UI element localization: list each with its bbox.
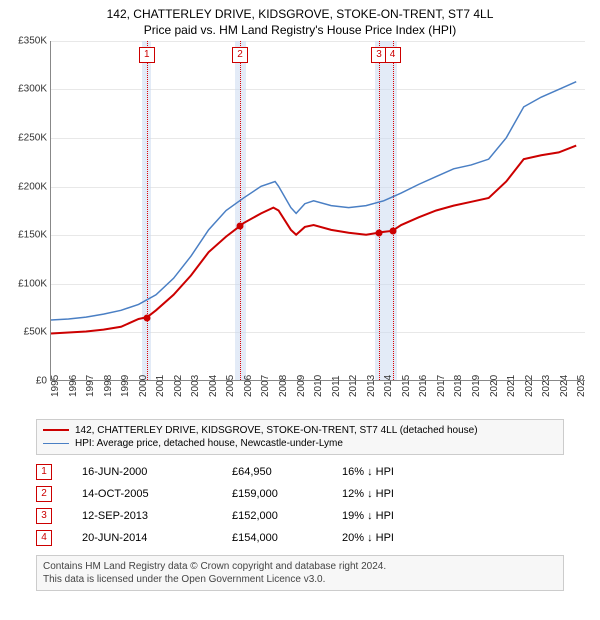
- sale-dot: [143, 314, 150, 321]
- series-hpi: [51, 81, 576, 319]
- legend-swatch: [43, 429, 69, 431]
- sales-price: £154,000: [232, 532, 342, 544]
- chart-container: { "title_line1": "142, CHATTERLEY DRIVE,…: [0, 0, 600, 620]
- footer-line2: This data is licensed under the Open Gov…: [43, 573, 557, 586]
- sales-marker-box: 1: [36, 464, 52, 480]
- sales-marker-box: 2: [36, 486, 52, 502]
- legend: 142, CHATTERLEY DRIVE, KIDSGROVE, STOKE-…: [36, 419, 564, 455]
- footer-line1: Contains HM Land Registry data © Crown c…: [43, 560, 557, 573]
- sales-date: 20-JUN-2014: [82, 532, 232, 544]
- marker-box: 4: [385, 47, 401, 63]
- marker-box: 1: [139, 47, 155, 63]
- sales-row: 3 12-SEP-2013£152,00019% ↓ HPI: [36, 505, 564, 527]
- sales-table: 1 16-JUN-2000£64,95016% ↓ HPI 2 14-OCT-2005…: [36, 461, 564, 549]
- plot-region: 1234 £0£50K£100K£150K£200K£250K£300K£350…: [50, 41, 585, 381]
- ytick-label: £100K: [3, 278, 47, 289]
- series-svg: [51, 41, 585, 380]
- ytick-label: £250K: [3, 132, 47, 143]
- ytick-label: £200K: [3, 181, 47, 192]
- legend-label: 142, CHATTERLEY DRIVE, KIDSGROVE, STOKE-…: [75, 425, 478, 436]
- footer-attribution: Contains HM Land Registry data © Crown c…: [36, 555, 564, 591]
- sales-diff: 19% ↓ HPI: [342, 510, 564, 522]
- sale-dot: [389, 228, 396, 235]
- marker-box: 2: [232, 47, 248, 63]
- sale-dot: [376, 230, 383, 237]
- sales-marker-box: 4: [36, 530, 52, 546]
- sales-row: 2 14-OCT-2005£159,00012% ↓ HPI: [36, 483, 564, 505]
- legend-label: HPI: Average price, detached house, Newc…: [75, 438, 343, 449]
- ytick-label: £350K: [3, 35, 47, 46]
- sales-price: £152,000: [232, 510, 342, 522]
- ytick-label: £50K: [3, 327, 47, 338]
- sales-price: £64,950: [232, 466, 342, 478]
- ytick-label: £0: [3, 375, 47, 386]
- sales-date: 14-OCT-2005: [82, 488, 232, 500]
- chart-area: 1234 £0£50K£100K£150K£200K£250K£300K£350…: [50, 41, 585, 411]
- sales-diff: 12% ↓ HPI: [342, 488, 564, 500]
- chart-title-line1: 142, CHATTERLEY DRIVE, KIDSGROVE, STOKE-…: [0, 0, 600, 23]
- sales-row: 1 16-JUN-2000£64,95016% ↓ HPI: [36, 461, 564, 483]
- sales-date: 12-SEP-2013: [82, 510, 232, 522]
- sales-price: £159,000: [232, 488, 342, 500]
- legend-row: 142, CHATTERLEY DRIVE, KIDSGROVE, STOKE-…: [43, 424, 557, 437]
- ytick-label: £150K: [3, 230, 47, 241]
- sales-marker-box: 3: [36, 508, 52, 524]
- sales-date: 16-JUN-2000: [82, 466, 232, 478]
- chart-title-line2: Price paid vs. HM Land Registry's House …: [0, 23, 600, 41]
- legend-row: HPI: Average price, detached house, Newc…: [43, 437, 557, 450]
- ytick-label: £300K: [3, 84, 47, 95]
- sales-diff: 20% ↓ HPI: [342, 532, 564, 544]
- sales-row: 4 20-JUN-2014£154,00020% ↓ HPI: [36, 527, 564, 549]
- sales-diff: 16% ↓ HPI: [342, 466, 564, 478]
- series-property: [51, 145, 576, 333]
- sale-dot: [237, 223, 244, 230]
- legend-swatch: [43, 443, 69, 444]
